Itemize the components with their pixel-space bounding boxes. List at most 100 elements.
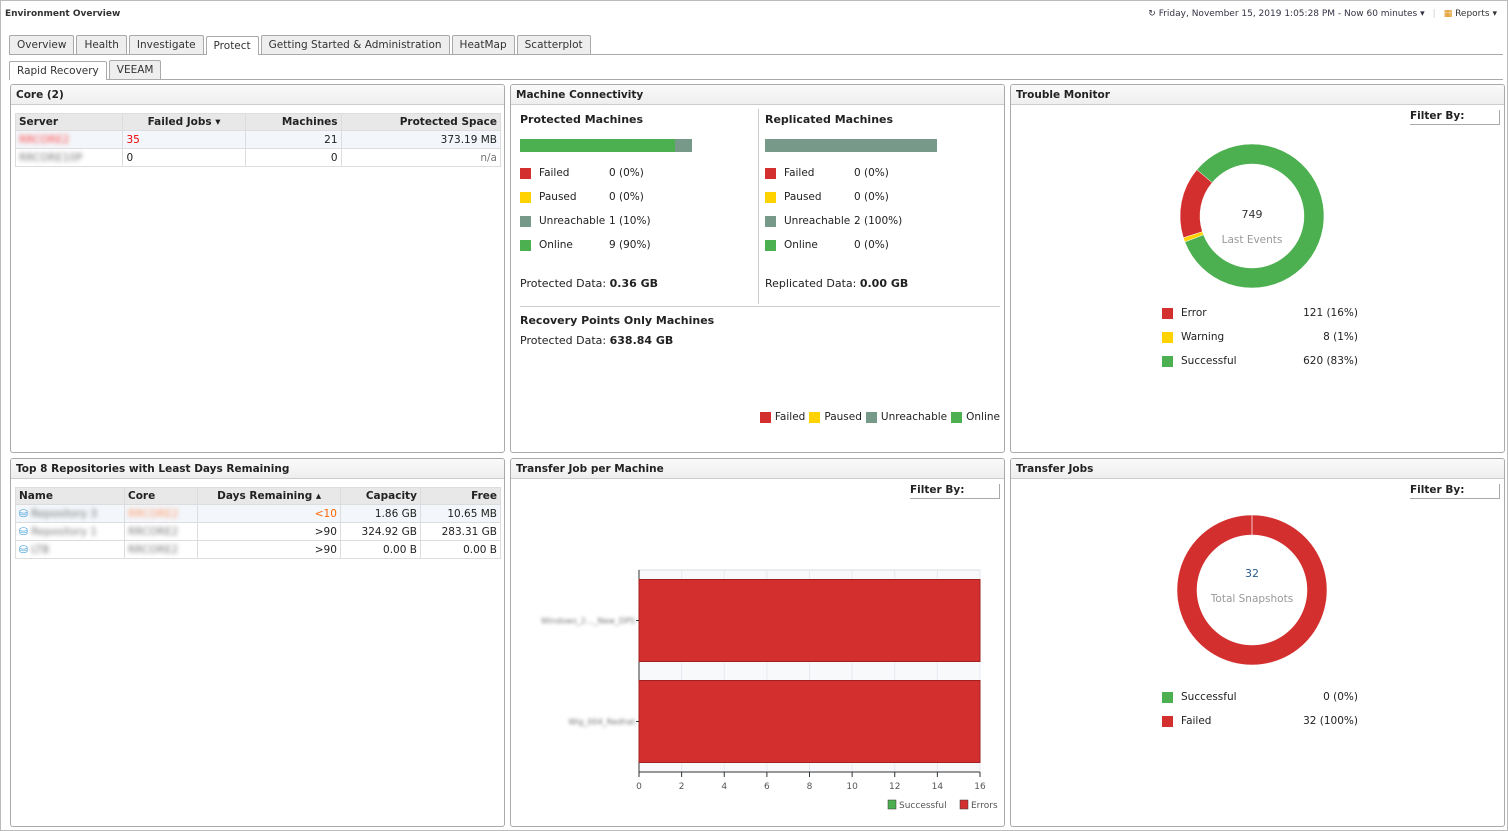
col-failed-jobs[interactable]: Failed Jobs ▾ (122, 113, 246, 131)
trouble-monitor-panel: Trouble Monitor Filter By: 749 Last Even… (1010, 84, 1505, 453)
status-value: 0 (0%) (854, 191, 889, 203)
machine-connectivity-panel: Machine Connectivity Protected Machines … (510, 84, 1005, 453)
status-value: 2 (100%) (854, 215, 903, 227)
donut-center-label: Total Snapshots (1210, 593, 1293, 605)
database-icon: ⛁ (19, 543, 28, 556)
filter-by[interactable]: Filter By: (910, 484, 1000, 499)
machines: 21 (244, 130, 342, 149)
legend-failed: Failed (774, 411, 806, 423)
col-name[interactable]: Name (14, 487, 126, 505)
table-row[interactable]: ⛁ Repository 1 RRCORE2 >90 324.92 GB 283.… (14, 522, 502, 541)
divider (520, 306, 1000, 307)
legend-row: Failed 32 (100%) (1162, 709, 1358, 733)
status-swatch (520, 167, 531, 179)
col-capacity[interactable]: Capacity (339, 487, 421, 505)
warning-slice[interactable] (1183, 231, 1204, 243)
tab-rapid-recovery[interactable]: Rapid Recovery (9, 61, 107, 80)
table-row[interactable]: ⛁ Repository 3 RRCORE2 <10 1.86 GB 10.65 … (14, 504, 502, 523)
error-slice[interactable] (1179, 169, 1213, 239)
core-name: RRCORE2 (128, 543, 179, 556)
x-tick-label: 10 (846, 782, 858, 792)
tab-health[interactable]: Health (76, 35, 127, 54)
x-tick-label: 6 (764, 782, 770, 792)
legend-online: Online (966, 411, 1000, 423)
protected-legend: Failed 0 (0%) Paused 0 (0%) Unreachable 1 (10… (520, 161, 651, 257)
replicated-machines-title: Replicated Machines (765, 113, 894, 126)
panel-title: Trouble Monitor (1011, 85, 1504, 105)
filter-by[interactable]: Filter By: (1410, 110, 1500, 125)
reports-button[interactable]: ▦ Reports ▾ (1443, 9, 1497, 19)
repository-name[interactable]: Repository 3 (31, 507, 98, 520)
paused-swatch (809, 411, 821, 423)
status-label: Online (539, 239, 573, 251)
online-swatch (951, 411, 963, 423)
server-name[interactable]: RRCORE2 (19, 133, 70, 146)
tab-getting-started[interactable]: Getting Started & Administration (260, 35, 450, 54)
core-panel: Core (2) Server Failed Jobs ▾ Machines P… (10, 84, 505, 453)
col-server[interactable]: Server (14, 113, 124, 131)
tab-heatmap[interactable]: HeatMap (451, 35, 515, 54)
col-protected-space[interactable]: Protected Space (340, 113, 502, 131)
days-remaining: >90 (197, 540, 341, 559)
col-core[interactable]: Core (124, 487, 199, 505)
repositories-table: Name Core Days Remaining ▴ Capacity Free ⛁… (14, 487, 502, 559)
protected-space: 373.19 MB (340, 130, 502, 149)
legend-value: 620 (83%) (1303, 355, 1358, 367)
col-machines[interactable]: Machines (244, 113, 342, 131)
server-name[interactable]: RRCORE10P (19, 151, 83, 164)
tab-veeam[interactable]: VEEAM (108, 60, 162, 79)
successful-swatch (1162, 355, 1173, 367)
tab-overview[interactable]: Overview (9, 35, 75, 54)
legend-label: Failed (1181, 715, 1212, 727)
page-title: Environment Overview (5, 9, 121, 19)
donut-center-value: 749 (1242, 208, 1263, 221)
bar-errors[interactable] (638, 579, 981, 662)
free: 10.65 MB (419, 504, 502, 523)
x-tick-label: 14 (932, 782, 944, 792)
core-table: Server Failed Jobs ▾ Machines Protected … (14, 113, 502, 167)
donut-center-value: 32 (1245, 567, 1259, 580)
col-free[interactable]: Free (419, 487, 502, 505)
sub-tabs: Rapid Recovery VEEAM (9, 60, 1503, 80)
successful-slice[interactable] (1184, 143, 1325, 289)
tab-protect[interactable]: Protect (205, 36, 259, 55)
failed-jobs: 0 (122, 148, 246, 167)
legend-row: Error 121 (16%) (1162, 301, 1358, 325)
legend-swatch-errors (959, 799, 969, 810)
table-row[interactable]: RRCORE10P 0 0 n/a (14, 148, 502, 167)
repository-name[interactable]: Repository 1 (31, 525, 98, 538)
legend-successful[interactable]: Successful (899, 801, 947, 811)
trouble-legend: Error 121 (16%) Warning 8 (1%) Successful 620… (1162, 301, 1358, 373)
status-swatch (765, 191, 776, 203)
time-range-selector[interactable]: ↻ Friday, November 15, 2019 1:05:28 PM -… (1148, 9, 1425, 19)
successful-swatch (1162, 691, 1173, 703)
status-label: Paused (784, 191, 822, 203)
status-label: Paused (539, 191, 577, 203)
table-row[interactable]: ⛁ LTB RRCORE2 >90 0.00 B 0.00 B (14, 540, 502, 559)
tab-scatterplot[interactable]: Scatterplot (516, 35, 591, 54)
table-row[interactable]: RRCORE2 35 21 373.19 MB (14, 130, 502, 149)
col-days-remaining[interactable]: Days Remaining ▴ (197, 487, 341, 505)
x-tick-label: 16 (974, 782, 986, 792)
bar-errors[interactable] (638, 680, 981, 763)
legend-errors[interactable]: Errors (971, 801, 998, 811)
legend-unreachable: Unreachable (880, 411, 948, 423)
days-remaining: <10 (197, 504, 341, 523)
filter-by[interactable]: Filter By: (1410, 484, 1500, 499)
unreachable-swatch (865, 411, 877, 423)
status-swatch (520, 191, 531, 203)
rpo-title: Recovery Points Only Machines (520, 314, 715, 327)
legend-row: Paused 0 (0%) (765, 185, 902, 209)
database-icon: ⛁ (19, 525, 28, 538)
repository-name[interactable]: LTB (31, 543, 50, 556)
online-segment (520, 139, 675, 152)
failed-slice[interactable] (1176, 514, 1328, 666)
status-value: 0 (0%) (854, 167, 889, 179)
failed-swatch (1162, 715, 1173, 727)
legend-row: Failed 0 (0%) (520, 161, 651, 185)
legend-row: Online 0 (0%) (765, 233, 902, 257)
tab-investigate[interactable]: Investigate (128, 35, 204, 54)
failed-jobs: 35 (122, 130, 246, 149)
legend-row: Failed 0 (0%) (765, 161, 902, 185)
capacity: 1.86 GB (339, 504, 421, 523)
